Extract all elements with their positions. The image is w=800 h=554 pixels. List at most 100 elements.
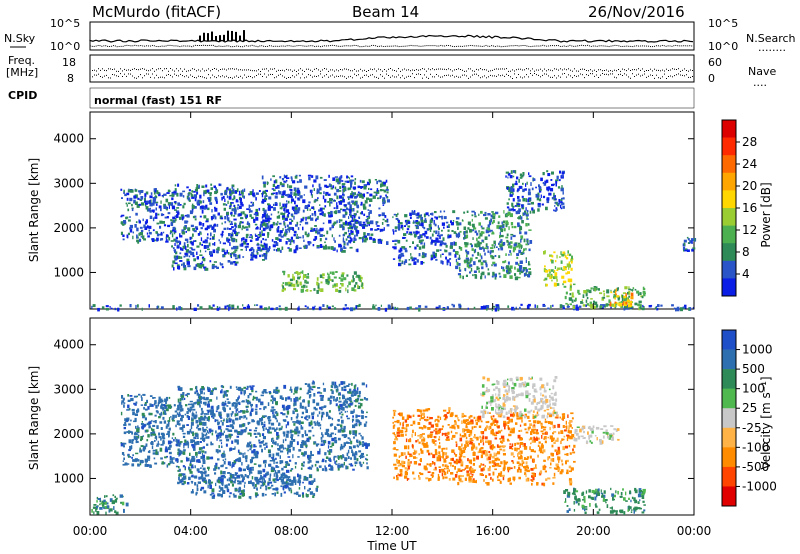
echo-cell — [241, 225, 245, 228]
nave-dot — [226, 75, 227, 77]
nave-dot — [476, 73, 477, 75]
echo-cell — [279, 230, 283, 234]
echo-cell — [239, 205, 242, 209]
echo-cell — [287, 448, 291, 453]
echo-cell — [142, 435, 144, 437]
echo-cell — [261, 175, 264, 180]
freq-dot — [456, 69, 457, 70]
echo-cell — [243, 415, 245, 419]
echo-cell — [290, 468, 294, 470]
echo-cell — [469, 260, 472, 263]
echo-cell — [152, 420, 156, 423]
echo-cell — [267, 203, 270, 206]
echo-cell — [256, 481, 260, 485]
echo-cell — [270, 213, 273, 216]
echo-cell — [157, 440, 159, 445]
echo-cell — [181, 217, 184, 221]
echo-cell — [500, 228, 503, 233]
echo-cell — [580, 301, 583, 304]
echo-cell — [366, 197, 369, 201]
echo-cell — [224, 190, 226, 192]
echo-cell — [230, 413, 233, 415]
echo-cell — [238, 467, 242, 472]
echo-cell — [105, 308, 109, 311]
cpid-panel-frame — [89, 87, 695, 109]
freq-dot — [386, 70, 387, 72]
echo-cell — [344, 304, 347, 307]
echo-cell — [546, 170, 549, 173]
freq-dot — [112, 69, 113, 70]
echo-cell — [227, 200, 229, 204]
echo-cell — [362, 441, 365, 444]
echo-cell — [192, 228, 196, 231]
echo-cell — [282, 228, 284, 231]
echo-cell — [165, 396, 169, 401]
echo-cell — [325, 244, 327, 248]
echo-cell — [223, 207, 226, 211]
freq-dot — [446, 69, 447, 71]
colorbar-segment — [722, 120, 736, 138]
echo-cell — [319, 176, 323, 179]
echo-cell — [334, 240, 336, 243]
echo-cell — [471, 214, 474, 217]
echo-cell — [190, 241, 193, 245]
echo-cell — [513, 188, 515, 192]
nave-dot — [130, 73, 131, 75]
echo-cell — [172, 229, 175, 232]
echo-cell — [228, 233, 231, 237]
echo-cell — [225, 190, 228, 194]
echo-cell — [376, 188, 379, 192]
echo-cell — [348, 235, 351, 237]
echo-cell — [178, 468, 181, 472]
echo-cell — [169, 405, 172, 409]
echo-cell — [194, 441, 197, 446]
freq-dot — [380, 69, 381, 71]
echo-cell — [326, 304, 329, 308]
echo-cell — [313, 228, 316, 232]
echo-cell — [623, 306, 626, 311]
echo-cell — [485, 262, 488, 266]
freq-dot — [292, 70, 293, 72]
echo-cell — [242, 476, 245, 481]
echo-cell — [235, 238, 238, 243]
echo-cell — [216, 306, 219, 310]
echo-cell — [525, 257, 527, 260]
nave-dot — [650, 74, 651, 76]
echo-cell — [595, 287, 598, 290]
echo-cell — [262, 238, 264, 241]
echo-cell — [240, 474, 244, 478]
nave-dot — [126, 75, 127, 77]
echo-cell — [285, 424, 287, 429]
echo-cell — [134, 437, 138, 440]
echo-cell — [196, 191, 199, 195]
echo-cell — [122, 397, 125, 401]
echo-cell — [191, 208, 194, 211]
echo-cell — [472, 274, 474, 277]
echo-cell — [143, 224, 146, 228]
echo-cell — [239, 424, 243, 428]
nave-dot — [334, 76, 335, 78]
echo-cell — [383, 184, 386, 187]
echo-cell — [570, 261, 573, 264]
echo-cell — [189, 463, 192, 467]
echo-cell — [326, 185, 329, 188]
echo-cell — [183, 480, 186, 484]
freq-dot — [556, 68, 557, 70]
freq-dot — [514, 70, 515, 72]
echo-cell — [465, 234, 469, 239]
echo-cell — [270, 468, 275, 473]
echo-cell — [240, 201, 243, 206]
echo-cell — [160, 411, 163, 415]
echo-cell — [126, 234, 129, 238]
echo-cell — [513, 246, 517, 251]
echo-cell — [231, 402, 235, 407]
freq-dot — [594, 69, 595, 71]
freq-dot — [588, 70, 589, 72]
nave-dot — [240, 75, 241, 77]
nave-dot — [538, 74, 539, 76]
echo-cell — [357, 284, 359, 288]
echo-cell — [176, 420, 180, 423]
echo-cell — [272, 183, 275, 188]
nave-dot — [176, 74, 177, 76]
echo-cell — [413, 261, 417, 265]
